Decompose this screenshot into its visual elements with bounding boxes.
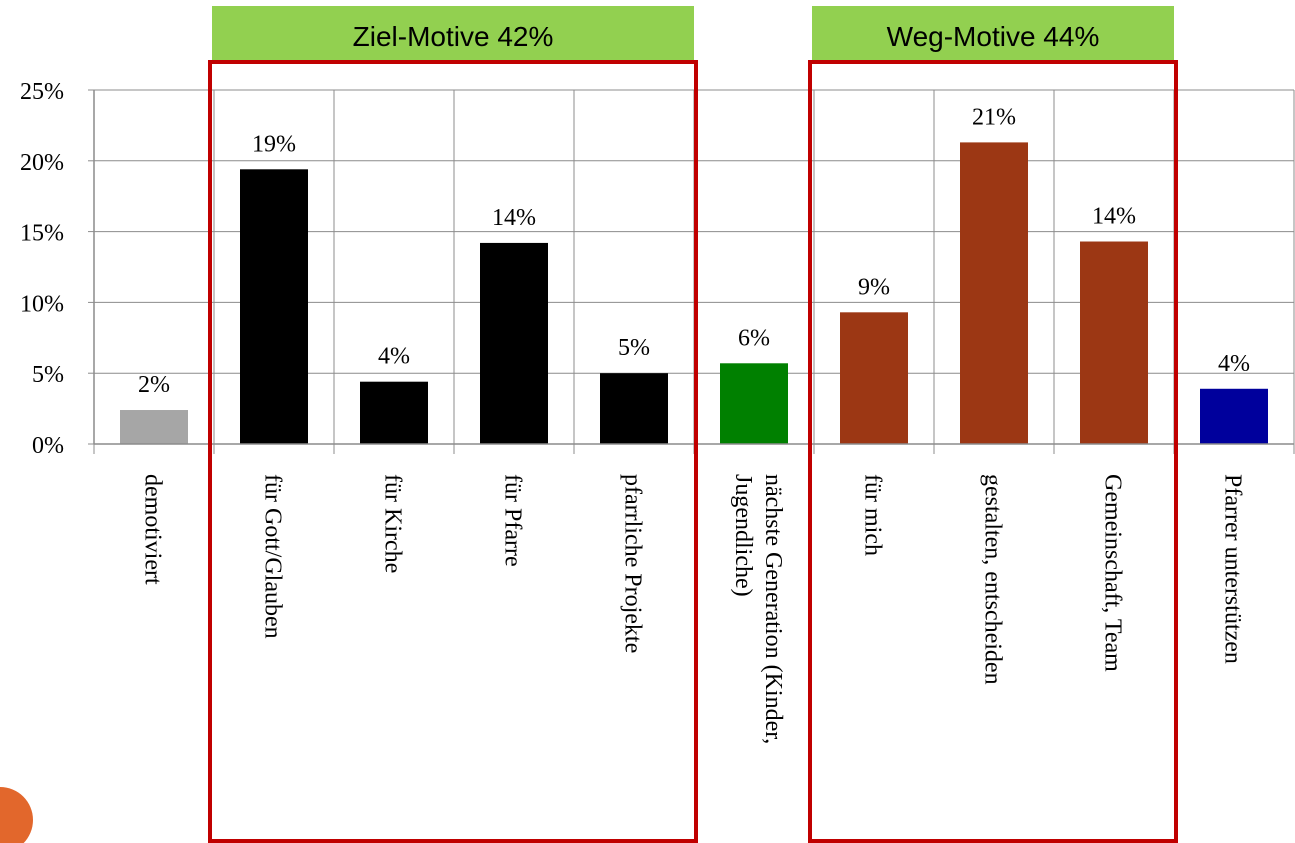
category-label: nächste Generation (Kinder,Jugendliche) <box>730 474 786 744</box>
ziel-motive-header <box>212 6 694 60</box>
bar-7 <box>840 312 908 444</box>
data-label: 4% <box>1218 351 1250 377</box>
ziel-motive-box <box>208 60 698 843</box>
page-number-badge <box>0 787 33 843</box>
motive-groups: Ziel-Motive 42% Weg-Motive 44% <box>208 6 1178 843</box>
data-label: 2% <box>138 372 170 398</box>
weg-motive-header <box>812 6 1174 60</box>
bar-4 <box>480 242 548 444</box>
category-label: für mich <box>860 474 886 556</box>
y-tick-label: 5% <box>32 362 64 388</box>
category-label: für Gott/Glauben <box>260 474 286 639</box>
category-label: Gemeinschaft, Team <box>1100 474 1126 672</box>
y-tick-label: 25% <box>20 79 64 105</box>
y-tick-label: 20% <box>20 150 64 176</box>
category-label-line: Jugendliche) <box>730 474 756 597</box>
category-label: Pfarrer unterstützen <box>1220 474 1246 664</box>
data-label: 4% <box>378 344 410 370</box>
bar-1 <box>120 410 188 444</box>
bars <box>120 142 1268 444</box>
data-label: 14% <box>492 205 536 231</box>
bar-10 <box>1200 388 1268 444</box>
bar-3 <box>360 381 428 444</box>
category-label-line: nächste Generation (Kinder, <box>760 474 786 744</box>
bar-9 <box>1080 241 1148 444</box>
data-label: 9% <box>858 274 890 300</box>
y-tick-label: 0% <box>32 433 64 459</box>
data-label: 14% <box>1092 204 1136 230</box>
bar-6 <box>720 363 788 444</box>
weg-motive-title: Weg-Motive 44% <box>887 21 1100 52</box>
category-label: gestalten, entscheiden <box>980 474 1006 685</box>
bar-2 <box>240 169 308 444</box>
data-label: 19% <box>252 131 296 157</box>
data-labels: 2% 19% 4% 14% 5% 6% 9% 21% 14% 4% <box>138 104 1250 398</box>
bar-5 <box>600 373 668 444</box>
y-tick-label: 15% <box>20 221 64 247</box>
ziel-motive-title: Ziel-Motive 42% <box>353 21 554 52</box>
y-tick-label: 10% <box>20 291 64 317</box>
category-label: für Kirche <box>380 474 406 573</box>
data-label: 5% <box>618 335 650 361</box>
data-label: 21% <box>972 104 1016 130</box>
data-label: 6% <box>738 325 770 351</box>
category-label: für Pfarre <box>500 474 526 567</box>
bar-8 <box>960 142 1028 444</box>
weg-motive-box <box>808 60 1178 843</box>
category-label: demotiviert <box>140 474 166 585</box>
category-label: pfarrliche Projekte <box>620 474 646 653</box>
y-axis: 0% 5% 10% 15% 20% 25% <box>20 79 95 459</box>
